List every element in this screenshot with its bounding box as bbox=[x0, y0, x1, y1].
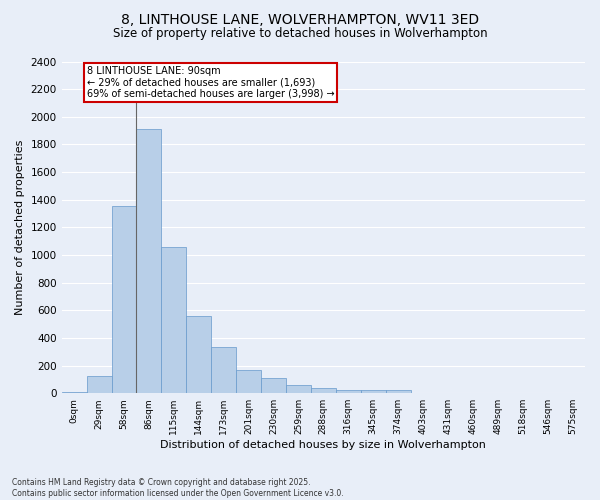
Bar bbox=[186, 316, 211, 393]
Bar bbox=[211, 347, 236, 393]
Text: 8 LINTHOUSE LANE: 90sqm
← 29% of detached houses are smaller (1,693)
69% of semi: 8 LINTHOUSE LANE: 90sqm ← 29% of detache… bbox=[86, 66, 334, 99]
Bar bbox=[236, 370, 261, 393]
Bar bbox=[161, 248, 186, 393]
Bar bbox=[386, 390, 410, 393]
Text: 8, LINTHOUSE LANE, WOLVERHAMPTON, WV11 3ED: 8, LINTHOUSE LANE, WOLVERHAMPTON, WV11 3… bbox=[121, 12, 479, 26]
Bar bbox=[261, 378, 286, 393]
Bar bbox=[62, 392, 86, 393]
Bar bbox=[535, 392, 560, 393]
Bar bbox=[86, 376, 112, 393]
Bar bbox=[361, 390, 386, 393]
Bar bbox=[136, 129, 161, 393]
Bar bbox=[311, 388, 336, 393]
Bar bbox=[286, 385, 311, 393]
Text: Contains HM Land Registry data © Crown copyright and database right 2025.
Contai: Contains HM Land Registry data © Crown c… bbox=[12, 478, 344, 498]
Bar bbox=[410, 392, 436, 393]
Y-axis label: Number of detached properties: Number of detached properties bbox=[15, 140, 25, 315]
X-axis label: Distribution of detached houses by size in Wolverhampton: Distribution of detached houses by size … bbox=[160, 440, 486, 450]
Bar bbox=[436, 392, 460, 393]
Text: Size of property relative to detached houses in Wolverhampton: Size of property relative to detached ho… bbox=[113, 28, 487, 40]
Bar bbox=[460, 392, 485, 393]
Bar bbox=[336, 390, 361, 393]
Bar bbox=[112, 206, 136, 393]
